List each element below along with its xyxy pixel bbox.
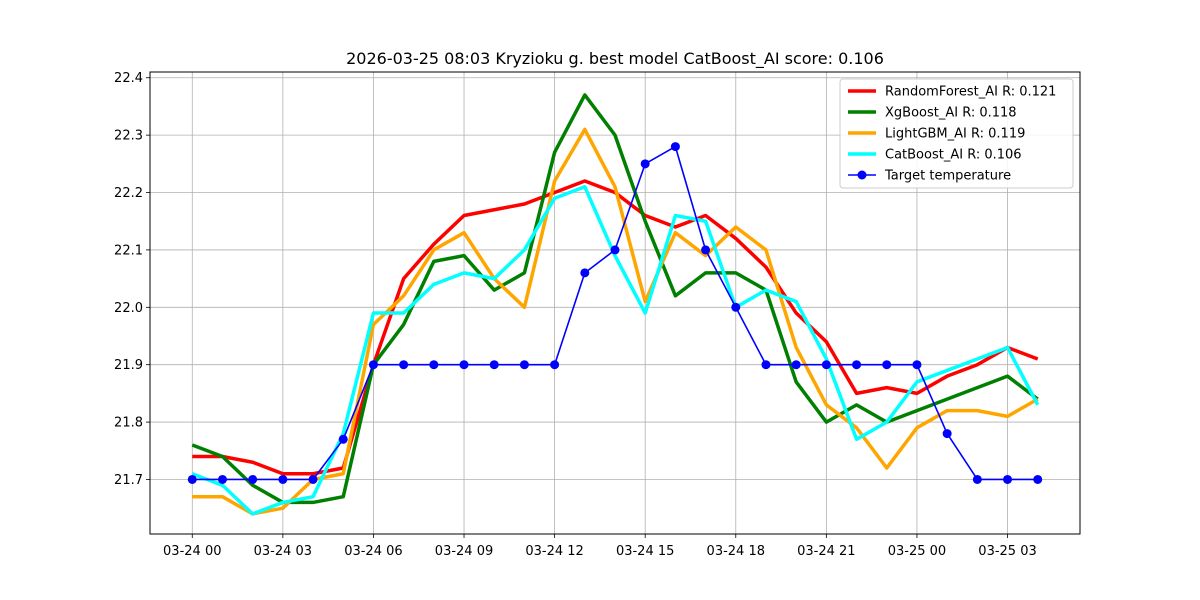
- x-tick-label: 03-24 15: [616, 544, 674, 559]
- series-point: [217, 474, 227, 484]
- y-tick-label: 21.9: [114, 358, 143, 373]
- y-tick-label: 21.8: [114, 416, 143, 431]
- series-line-2: [192, 127, 1039, 516]
- x-tick-label: 03-24 06: [344, 544, 402, 559]
- series-point: [821, 360, 831, 370]
- series-point: [731, 302, 741, 312]
- y-axis: 21.7 21.8 21.9 22.0 22.1 22.2 22.3 22.4: [114, 71, 150, 488]
- legend-label: LightGBM_AI R: 0.119: [885, 127, 1025, 142]
- legend-box: [839, 78, 1074, 189]
- series-point: [761, 360, 771, 370]
- y-tick-label: 22.0: [114, 301, 143, 316]
- y-tick-label: 22.4: [114, 71, 143, 86]
- series-point: [791, 360, 801, 370]
- x-tick-label: 03-24 00: [163, 544, 221, 559]
- legend-label: RandomForest_AI R: 0.121: [885, 85, 1056, 100]
- x-tick-label: 03-24 03: [254, 544, 312, 559]
- series-point: [519, 360, 529, 370]
- series-line-1: [191, 93, 1039, 505]
- series-point: [701, 245, 711, 255]
- x-tick-label: 03-25 03: [978, 544, 1036, 559]
- series-point: [278, 474, 288, 484]
- series-point: [248, 474, 258, 484]
- y-tick-label: 21.7: [114, 473, 143, 488]
- legend-marker: [857, 170, 867, 180]
- series-point: [459, 360, 469, 370]
- plot-frame: [149, 71, 1081, 535]
- legend: RandomForest_AI R: 0.121 XgBoost_AI R: 0.…: [839, 78, 1074, 189]
- series-point: [368, 360, 378, 370]
- chart-title: 2026-03-25 08:03 Kryzioku g. best model …: [346, 49, 884, 69]
- series-point: [610, 245, 620, 255]
- x-axis: 03-24 00 03-24 03 03-24 06 03-24 09 03-24 12…: [163, 534, 1037, 559]
- series-point: [489, 360, 499, 370]
- series-point: [670, 142, 680, 152]
- series-layer: [187, 93, 1043, 516]
- x-tick-label: 03-24 21: [797, 544, 855, 559]
- series-line-3: [191, 185, 1040, 516]
- series-point: [580, 268, 590, 278]
- x-tick-label: 03-24 18: [707, 544, 765, 559]
- series-point: [640, 159, 650, 169]
- series-point: [882, 360, 892, 370]
- series-point: [942, 429, 952, 439]
- series-point: [912, 360, 922, 370]
- legend-label: CatBoost_AI R: 0.106: [885, 148, 1022, 163]
- x-tick-label: 03-24 12: [525, 544, 583, 559]
- x-tick-label: 03-24 09: [435, 544, 493, 559]
- series-point: [550, 360, 560, 370]
- legend-label: XgBoost_AI R: 0.118: [885, 106, 1017, 121]
- series-point: [308, 474, 318, 484]
- series-point: [1003, 474, 1013, 484]
- series-point: [338, 434, 348, 444]
- series-point: [187, 474, 197, 484]
- series-point: [852, 360, 862, 370]
- series-point: [399, 360, 409, 370]
- series-point: [429, 360, 439, 370]
- y-tick-label: 22.2: [114, 186, 143, 201]
- y-tick-label: 22.1: [114, 243, 143, 258]
- series-point: [972, 474, 982, 484]
- x-tick-label: 03-25 00: [888, 544, 946, 559]
- y-tick-label: 22.3: [114, 129, 143, 144]
- series-point: [1033, 474, 1043, 484]
- legend-label: Target temperature: [884, 169, 1011, 184]
